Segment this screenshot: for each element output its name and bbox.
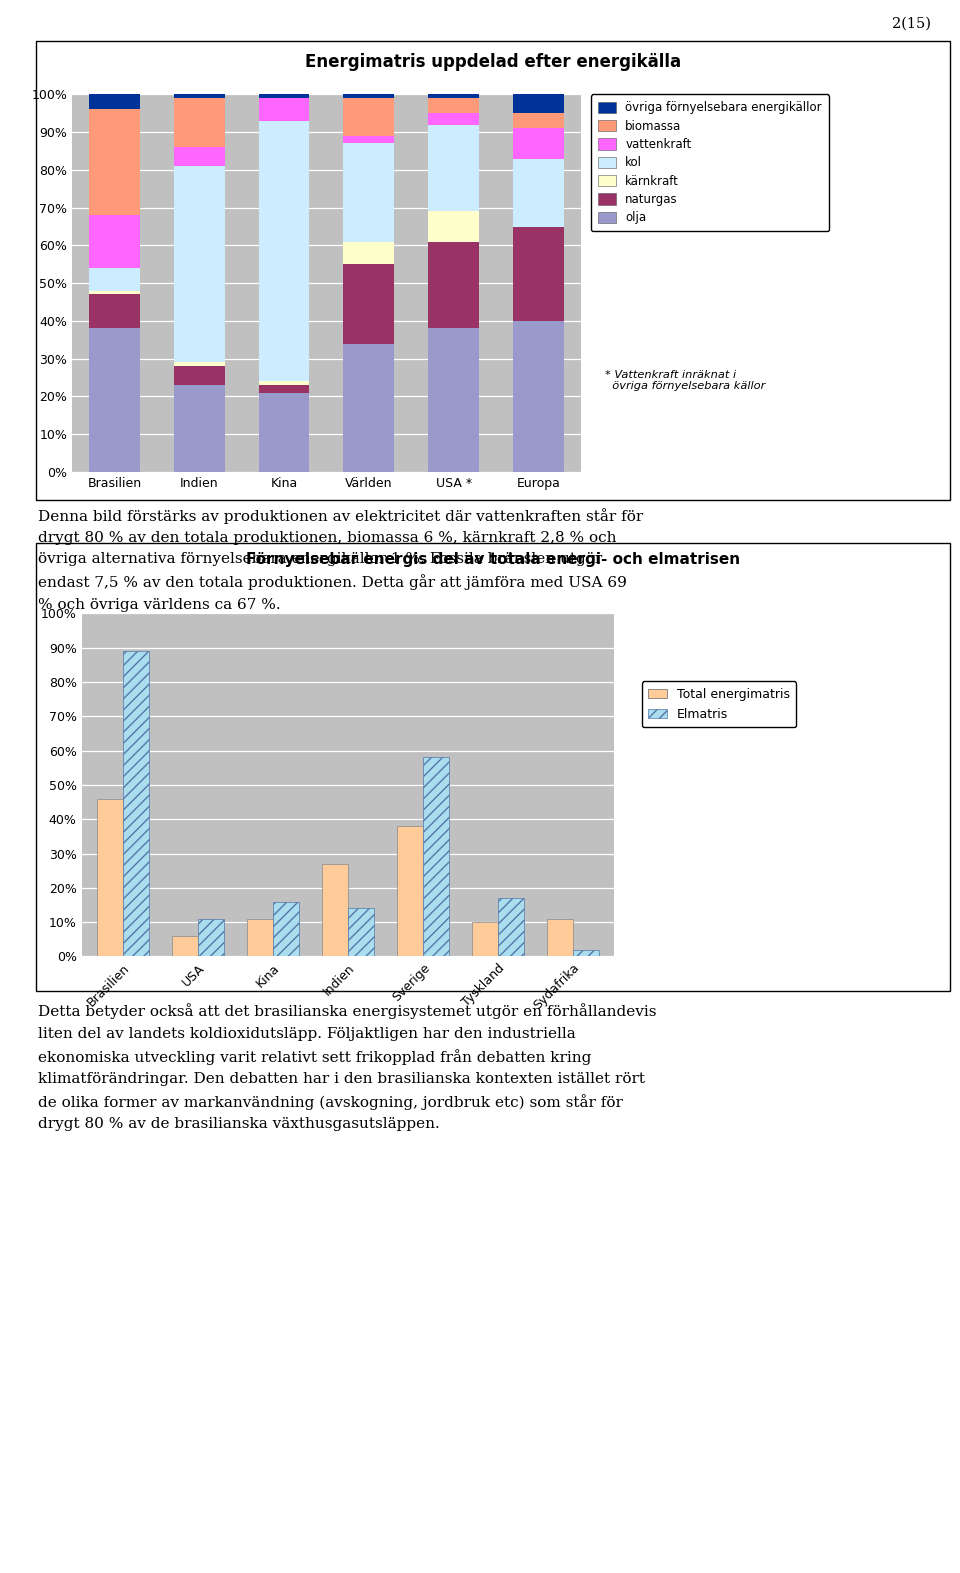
Bar — [247, 919, 273, 956]
Bar — [573, 950, 599, 956]
Bar — [198, 919, 225, 956]
Bar — [344, 135, 395, 143]
Bar — [344, 94, 395, 98]
Bar — [174, 362, 225, 367]
Bar — [89, 94, 140, 110]
Bar — [89, 110, 140, 216]
Bar — [258, 98, 309, 121]
Bar — [428, 98, 479, 113]
Bar — [344, 343, 395, 472]
Bar — [513, 321, 564, 472]
Text: Denna bild förstärks av produktionen av elektricitet där vattenkraften står för
: Denna bild förstärks av produktionen av … — [38, 508, 643, 612]
Bar — [471, 922, 498, 956]
Bar — [97, 799, 123, 956]
Bar — [258, 121, 309, 381]
Bar — [174, 367, 225, 385]
Bar — [513, 159, 564, 227]
Bar — [348, 908, 374, 956]
Legend: Total energimatris, Elmatris: Total energimatris, Elmatris — [642, 681, 796, 727]
Bar — [513, 94, 564, 113]
Bar — [174, 167, 225, 362]
Bar — [322, 864, 348, 956]
Bar — [174, 148, 225, 167]
Bar — [258, 385, 309, 393]
Text: 2(15): 2(15) — [892, 16, 931, 30]
Bar — [89, 291, 140, 294]
Bar — [547, 919, 573, 956]
Legend: övriga förnyelsebara energikällor, biomassa, vattenkraft, kol, kärnkraft, naturg: övriga förnyelsebara energikällor, bioma… — [591, 94, 828, 231]
Bar — [428, 242, 479, 329]
Bar — [344, 98, 395, 135]
Bar — [344, 242, 395, 264]
Bar — [344, 264, 395, 343]
Bar — [513, 227, 564, 321]
Bar — [344, 143, 395, 242]
Bar — [172, 936, 198, 956]
Bar — [428, 113, 479, 124]
Bar — [428, 329, 479, 472]
Text: * Vattenkraft inräknat i
  övriga förnyelsebara källor: * Vattenkraft inräknat i övriga förnyels… — [605, 370, 765, 392]
Bar — [89, 294, 140, 329]
Bar — [513, 129, 564, 159]
Bar — [396, 826, 423, 956]
Text: Förnyelsebar energis del av totala energi- och elmatrisen: Förnyelsebar energis del av totala energ… — [247, 552, 740, 568]
Bar — [258, 94, 309, 98]
Bar — [428, 124, 479, 211]
Bar — [258, 381, 309, 385]
Bar — [89, 216, 140, 267]
Bar — [273, 901, 300, 956]
Bar — [89, 267, 140, 291]
Bar — [498, 898, 524, 956]
Text: Detta betyder också att det brasilianska energisystemet utgör en förhållandevis
: Detta betyder också att det brasilianska… — [38, 1004, 657, 1131]
Bar — [174, 94, 225, 98]
Bar — [428, 94, 479, 98]
Bar — [89, 329, 140, 472]
Bar — [258, 393, 309, 472]
Text: Energimatris uppdelad efter energikälla: Energimatris uppdelad efter energikälla — [305, 53, 682, 71]
Bar — [174, 385, 225, 472]
Bar — [428, 211, 479, 242]
Bar — [174, 98, 225, 148]
Bar — [513, 113, 564, 129]
Bar — [423, 758, 449, 956]
Bar — [123, 651, 149, 956]
